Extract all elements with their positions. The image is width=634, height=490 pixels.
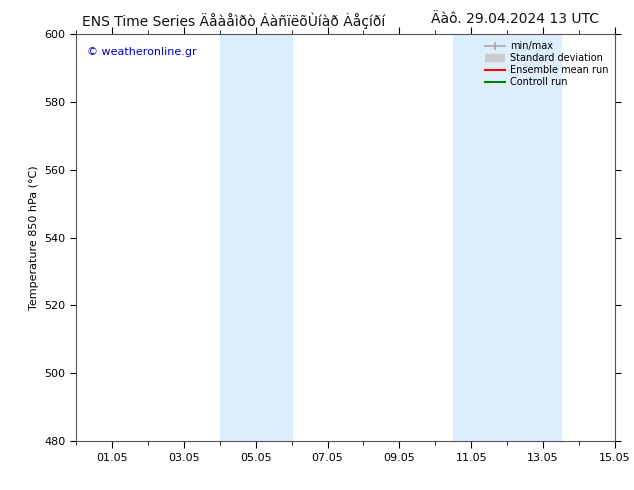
Bar xyxy=(453,34,561,441)
Y-axis label: Temperature 850 hPa (°C): Temperature 850 hPa (°C) xyxy=(29,165,39,310)
Text: ENS Time Series Äåàåìðò ÁàñïëõÙíàð Àåçíðí: ENS Time Series Äåàåìðò ÁàñïëõÙíàð Àåçíð… xyxy=(82,12,385,29)
Text: Äàô. 29.04.2024 13 UTC: Äàô. 29.04.2024 13 UTC xyxy=(431,12,599,26)
Text: © weatheronline.gr: © weatheronline.gr xyxy=(87,47,197,56)
Bar xyxy=(220,34,292,441)
Legend: min/max, Standard deviation, Ensemble mean run, Controll run: min/max, Standard deviation, Ensemble me… xyxy=(481,37,612,91)
